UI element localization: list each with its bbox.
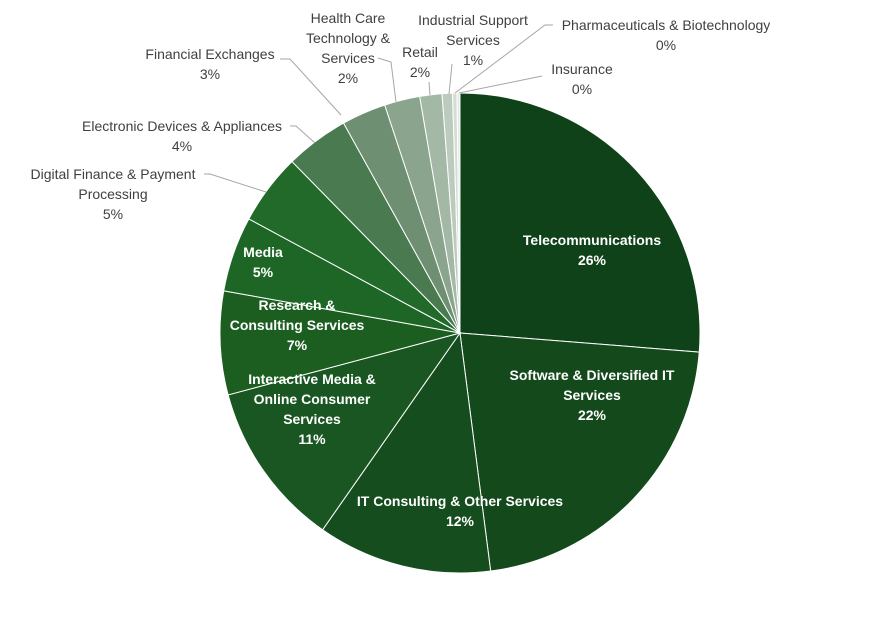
pie-slices	[219, 92, 701, 574]
slice-label: Research & Consulting Services 7%	[230, 297, 365, 353]
slice-percent-label: 5%	[103, 206, 123, 222]
slice-label-line: Telecommunications	[523, 232, 661, 248]
slice-label-line: Industrial Support	[418, 12, 528, 28]
slice-label: Industrial Support Services 1%	[418, 12, 528, 68]
slice-percent-label: 2%	[338, 70, 358, 86]
slice-label: Media 5%	[243, 244, 283, 280]
leader-line	[290, 125, 316, 144]
slice-label-line: Research &	[258, 297, 335, 313]
slice-label-line: Software & Diversified IT	[510, 367, 675, 383]
slice-label-line: Online Consumer	[254, 391, 371, 407]
slice-percent-label: 0%	[656, 37, 676, 53]
slice-percent-label: 1%	[463, 52, 483, 68]
slice-label-line: Media	[243, 244, 283, 260]
slice-label: Digital Finance & Payment Processing 5%	[31, 166, 196, 222]
slice-label: Health Care Technology & Services 2%	[306, 10, 391, 86]
slice-label-line: Consulting Services	[230, 317, 365, 333]
slice-label-line: Retail	[402, 44, 438, 60]
slice-label-line: Services	[563, 387, 621, 403]
slice-label: Insurance 0%	[551, 61, 613, 97]
slice-label-line: Pharmaceuticals & Biotechnology	[562, 17, 771, 33]
slice-percent-label: 7%	[287, 337, 308, 353]
leader-lines	[204, 24, 553, 193]
slice-percent-label: 12%	[446, 513, 475, 529]
leader-line	[448, 63, 453, 95]
slice-label-line: Services	[321, 50, 375, 66]
slice-label-line: Insurance	[551, 61, 613, 77]
leader-line	[204, 173, 267, 193]
slice-label-line: Services	[446, 32, 500, 48]
slice-label: Pharmaceuticals & Biotechnology 0%	[562, 17, 771, 53]
pie-slice	[459, 332, 700, 572]
slice-label-line: Interactive Media &	[248, 371, 376, 387]
leader-line	[458, 75, 543, 94]
pie-slice	[219, 290, 461, 396]
pie-slice	[321, 331, 492, 574]
slice-label: Software & Diversified IT Services 22%	[510, 367, 675, 423]
leader-line	[280, 58, 342, 116]
slice-label-line: Electronic Devices & Appliances	[82, 118, 282, 134]
leader-line	[377, 57, 397, 103]
slice-label: Telecommunications 26%	[523, 232, 661, 268]
slice-label-line: Health Care	[311, 10, 386, 26]
slice-label-line: IT Consulting & Other Services	[357, 493, 563, 509]
pie-slice	[459, 92, 701, 353]
slice-labels: Telecommunications 26% Software & Diversif…	[31, 10, 771, 529]
slice-label-line: Technology &	[306, 30, 391, 46]
slice-label: IT Consulting & Other Services 12%	[357, 493, 563, 529]
slice-label: Financial Exchanges 3%	[145, 46, 274, 82]
slice-percent-label: 22%	[578, 407, 607, 423]
slice-label-line: Digital Finance & Payment	[31, 166, 196, 182]
slice-label: Interactive Media & Online Consumer Servic…	[248, 371, 376, 447]
slice-label-line: Processing	[78, 186, 147, 202]
pie-slice	[227, 332, 462, 531]
leader-line	[428, 81, 431, 96]
slice-percent-label: 3%	[200, 66, 220, 82]
slice-label-line: Financial Exchanges	[145, 46, 274, 62]
slice-percent-label: 5%	[253, 264, 274, 280]
slice-percent-label: 26%	[578, 252, 607, 268]
slice-label-line: Services	[283, 411, 341, 427]
slice-percent-label: 0%	[572, 81, 592, 97]
slice-label: Electronic Devices & Appliances 4%	[82, 118, 282, 154]
slice-percent-label: 4%	[172, 138, 192, 154]
slice-percent-label: 2%	[410, 64, 430, 80]
slice-label: Retail 2%	[402, 44, 438, 80]
leader-line	[454, 24, 553, 94]
slice-percent-label: 11%	[298, 431, 326, 447]
